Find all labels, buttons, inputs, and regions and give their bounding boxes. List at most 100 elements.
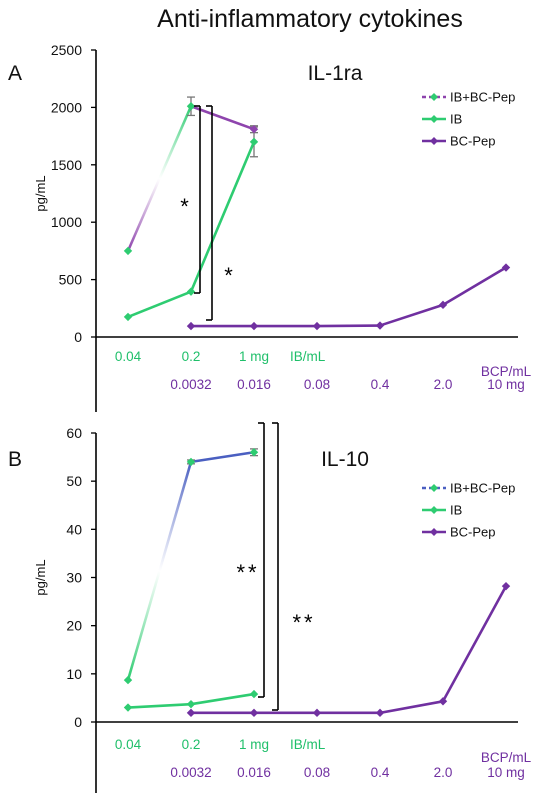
data-point — [375, 708, 385, 718]
x-tick-label-ib: 0.2 — [182, 349, 201, 364]
y-tick-label: 10 — [66, 666, 82, 682]
y-axis-label: pg/mL — [33, 559, 48, 595]
legend-label: IB — [450, 503, 462, 518]
significance-bracket: * — [206, 105, 236, 321]
x-tick-label-bcp: 0.4 — [371, 765, 390, 780]
x-tick-label-ib: 0.2 — [182, 737, 201, 752]
y-tick-label: 500 — [59, 272, 83, 288]
data-point — [123, 312, 133, 322]
data-point — [501, 263, 511, 272]
series-ib — [123, 689, 259, 712]
y-tick-label: 60 — [66, 425, 82, 441]
series-ib — [123, 126, 259, 322]
significance-bracket: ** — [236, 422, 265, 698]
significance-star: ** — [292, 610, 315, 635]
data-point — [186, 708, 196, 718]
chart-title: IL-1ra — [308, 62, 363, 85]
chart-title: IL-10 — [321, 448, 369, 471]
legend-marker — [430, 137, 438, 145]
x-tick-label-bcp: 0.016 — [237, 377, 271, 392]
significance-star: * — [180, 194, 192, 219]
y-tick-label: 2500 — [51, 42, 82, 58]
series-ib-bc-pep — [123, 96, 259, 256]
legend: IB+BC-Pep IB BC-Pep — [422, 481, 515, 540]
x-tick-label-bcp: 10 mg — [487, 765, 525, 780]
series-bc-pep — [186, 263, 511, 331]
data-point — [312, 708, 322, 718]
data-point — [249, 448, 259, 457]
series-line-segment — [127, 290, 192, 319]
series-line-segment — [190, 450, 255, 464]
series-line-segment — [126, 105, 193, 252]
series-line-segment — [379, 303, 444, 327]
legend-marker — [430, 484, 438, 492]
x-tick-label-ib: 0.04 — [115, 349, 142, 364]
data-point — [249, 137, 259, 147]
significance-bracket: ** — [272, 422, 315, 711]
y-tick-label: 2000 — [51, 99, 82, 115]
y-tick-label: 30 — [66, 570, 82, 586]
x-tick-label-bcp: 0.08 — [304, 765, 330, 780]
x-tick-label-bcp: 0.08 — [304, 377, 330, 392]
significance-star: ** — [236, 560, 259, 585]
x-tick-label-ib: IB/mL — [290, 737, 326, 752]
data-point — [438, 300, 448, 310]
x-tick-label-bcp: 10 mg — [487, 377, 525, 392]
x-unit-label-bcp: BCP/mL — [481, 750, 532, 765]
y-tick-label: 40 — [66, 521, 82, 537]
legend-marker — [430, 115, 438, 123]
data-point — [123, 246, 133, 256]
data-point — [438, 697, 448, 706]
x-tick-label-bcp: 2.0 — [434, 377, 453, 392]
x-unit-label-bcp: BCP/mL — [481, 364, 532, 379]
series-line-segment — [379, 700, 444, 715]
series-bc-pep — [186, 581, 511, 718]
x-tick-label-bcp: 0.4 — [371, 377, 390, 392]
series-line-segment — [190, 692, 255, 706]
y-tick-label: 0 — [74, 329, 82, 345]
y-tick-label: 20 — [66, 618, 82, 634]
y-tick-label: 1000 — [51, 214, 82, 230]
series-line-segment — [442, 266, 507, 306]
legend: IB+BC-Pep IB BC-Pep — [422, 90, 515, 149]
panel-b-il10: B IL-10 0 10 20 30 40 50 60 pg/mL 0.04 0.2 1 mg IB/mL… — [8, 422, 532, 793]
x-tick-label-ib: 0.04 — [115, 737, 142, 752]
data-point — [123, 703, 133, 712]
legend-label: IB+BC-Pep — [450, 90, 515, 105]
series-line-segment — [189, 141, 256, 293]
panel-a-il1ra: A IL-1ra 0 500 1000 1500 2000 2500 pg/mL 0.04 0.2 1… — [8, 42, 532, 412]
legend-label: BC-Pep — [450, 525, 496, 540]
legend-marker — [430, 528, 438, 536]
data-point — [186, 457, 196, 467]
data-point — [249, 689, 259, 699]
legend-label: IB+BC-Pep — [450, 481, 515, 496]
x-tick-label-ib: IB/mL — [290, 349, 326, 364]
legend-marker — [430, 93, 438, 101]
data-point — [249, 708, 259, 718]
y-tick-label: 1500 — [51, 157, 82, 173]
legend-label: BC-Pep — [450, 134, 496, 149]
legend-label: IB — [450, 112, 462, 127]
data-point — [375, 321, 385, 330]
y-tick-label: 50 — [66, 473, 82, 489]
y-tick-label: 0 — [74, 714, 82, 730]
data-point — [249, 321, 259, 331]
significance-star: * — [224, 263, 236, 288]
panel-label: B — [8, 448, 22, 471]
data-point — [501, 581, 511, 591]
data-point — [186, 699, 196, 709]
y-axis-label: pg/mL — [33, 175, 48, 211]
x-tick-label-ib: 1 mg — [239, 737, 269, 752]
significance-bracket: * — [180, 105, 201, 294]
series-line-segment — [190, 105, 255, 131]
x-tick-label-ib: 1 mg — [239, 349, 269, 364]
x-tick-label-bcp: 0.016 — [237, 765, 271, 780]
data-point — [186, 102, 196, 111]
panel-label: A — [8, 62, 22, 85]
figure-title: Anti-inflammatory cytokines — [157, 5, 463, 33]
series-line-segment — [316, 324, 381, 328]
x-tick-label-bcp: 2.0 — [434, 765, 453, 780]
data-point — [186, 321, 196, 331]
data-point — [312, 321, 322, 331]
